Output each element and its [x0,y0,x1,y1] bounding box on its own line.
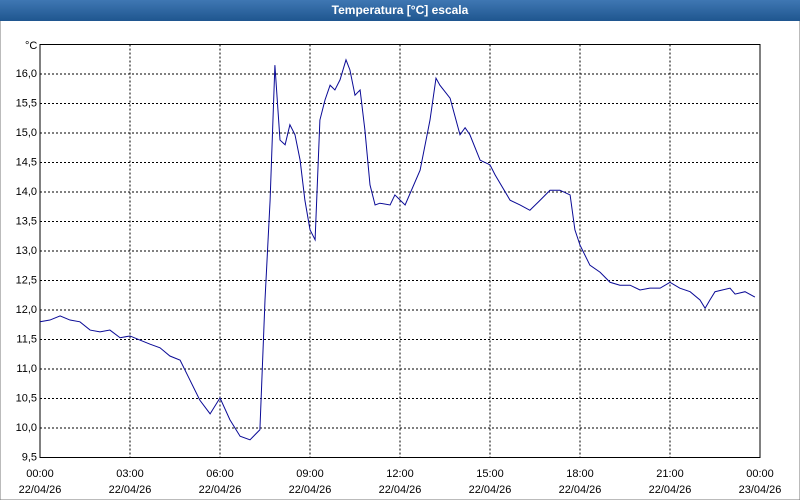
x-tick-label: 06:00 [206,468,234,480]
y-tick-label: 10,5 [16,392,37,404]
x-tick-date: 22/04/26 [649,484,692,496]
x-tick-label: 12:00 [386,468,414,480]
x-tick-label: 15:00 [476,468,504,480]
x-tick-label: 00:00 [746,468,774,480]
x-tick-label: 18:00 [566,468,594,480]
y-tick-label: 11,0 [16,363,37,375]
chart-title: Temperatura [°C] escala [332,3,469,17]
y-tick-label: 14,0 [16,186,37,198]
y-tick-label: 11,5 [16,333,37,345]
y-tick-label: 9,5 [22,451,37,463]
y-tick-label: 12,0 [16,304,37,316]
x-tick-label: 21:00 [656,468,684,480]
y-unit: °C [25,40,37,52]
x-tick-label: 00:00 [26,468,54,480]
x-tick-date: 23/04/26 [739,484,782,496]
y-tick-label: 12,5 [16,274,37,286]
plot-border [39,44,761,458]
y-tick-label: 13,5 [16,215,37,227]
x-tick-date: 22/04/26 [289,484,332,496]
y-tick-label: 15,5 [16,97,37,109]
x-tick-label: 09:00 [296,468,324,480]
y-tick-label: 16,0 [16,68,37,80]
data-line [39,58,756,441]
x-tick-date: 22/04/26 [109,484,152,496]
y-tick-label: 14,5 [16,156,37,168]
y-tick-label: 10,0 [16,422,37,434]
x-tick-label: 03:00 [116,468,144,480]
x-tick-date: 22/04/26 [559,484,602,496]
x-tick-date: 22/04/26 [199,484,242,496]
y-tick-label: 13,0 [16,245,37,257]
y-tick-label: 15,0 [16,127,37,139]
x-tick-date: 22/04/26 [469,484,512,496]
title-bar [0,0,800,21]
x-tick-date: 22/04/26 [379,484,422,496]
x-tick-date: 22/04/26 [19,484,62,496]
